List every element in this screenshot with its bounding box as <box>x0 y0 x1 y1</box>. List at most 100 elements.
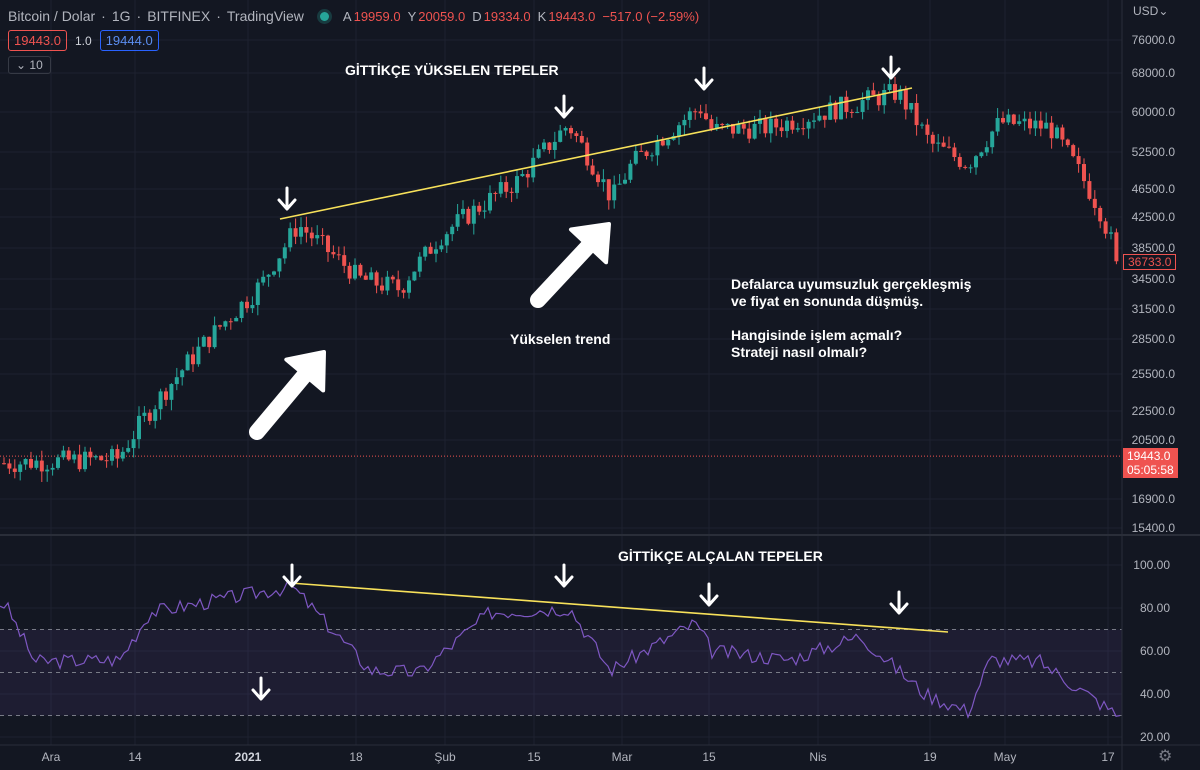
candle-body <box>774 118 779 128</box>
candle-body <box>860 100 865 112</box>
arrow-head <box>889 602 909 615</box>
ohlc-open-value: 19959.0 <box>353 8 401 24</box>
candle-body <box>488 192 492 211</box>
candle-body <box>12 468 17 472</box>
time-tick-label: 2021 <box>235 750 262 764</box>
candle-body <box>1103 221 1108 234</box>
candle-body <box>585 142 590 166</box>
candle-body <box>617 183 622 185</box>
ohlc-low-value: 19334.0 <box>483 8 531 24</box>
candle-body <box>1060 127 1065 140</box>
candle-body <box>1087 181 1092 199</box>
candle-body <box>255 282 260 306</box>
candle-body <box>687 111 692 120</box>
candle-body <box>731 123 735 134</box>
ohlc-close-key: K <box>537 8 547 24</box>
note-line: Strateji nasıl olmalı? <box>731 344 868 360</box>
candle-body <box>2 463 6 465</box>
indicator-toggle[interactable]: ⌄ 10 <box>8 56 51 74</box>
arrow-head <box>694 78 714 91</box>
candle-body <box>596 174 600 183</box>
time-tick-label: May <box>994 750 1017 764</box>
rsi-line <box>0 579 1121 719</box>
candle-body <box>455 214 460 227</box>
candle-body <box>396 279 401 291</box>
rising-peaks-trendline <box>279 87 913 220</box>
candle-body <box>747 128 752 139</box>
candle-body <box>61 450 66 458</box>
candle-body <box>590 165 595 175</box>
candle-body <box>871 90 876 95</box>
candle-body <box>1055 127 1059 139</box>
candle-body <box>239 301 244 318</box>
candle-body <box>839 96 843 120</box>
price-tick-label: 38500.0 <box>1132 241 1176 255</box>
currency-dropdown[interactable]: USD⌄ <box>1133 4 1168 18</box>
candle-body <box>768 118 773 134</box>
price-tick-label: 20500.0 <box>1132 433 1176 447</box>
candle-body <box>93 456 98 458</box>
candle-body <box>903 89 908 110</box>
candle-body <box>941 142 946 147</box>
candle-body <box>752 123 757 139</box>
candle-body <box>266 274 271 277</box>
candle-body <box>401 290 406 293</box>
down-arrow-icon <box>881 55 901 80</box>
ohlc-close-value: 19443.0 <box>548 8 596 24</box>
interval[interactable]: 1G <box>111 8 131 24</box>
candle-body <box>666 139 671 146</box>
candle-body <box>1033 120 1038 129</box>
candle-body <box>180 370 185 378</box>
symbol-name[interactable]: Bitcoin / Dolar <box>8 8 96 24</box>
gear-icon[interactable]: ⚙ <box>1158 748 1173 765</box>
candle-body <box>887 84 892 90</box>
candle-body <box>612 184 617 201</box>
candle-body <box>99 456 104 461</box>
candle-body <box>558 130 563 142</box>
candle-body <box>342 255 347 266</box>
candle-body <box>363 275 368 280</box>
candle-body <box>606 179 611 201</box>
price-tick-label: 68000.0 <box>1132 66 1176 80</box>
candle-body <box>1038 120 1043 129</box>
buy-button[interactable]: 19444.0 <box>99 30 159 51</box>
candle-body <box>207 336 212 348</box>
note-line: ve fiyat en sonunda düşmüş. <box>731 293 924 309</box>
candle-body <box>693 111 698 113</box>
candle-body <box>779 127 784 132</box>
candle-body <box>315 235 320 239</box>
sell-button[interactable]: 19443.0 <box>8 30 67 51</box>
trend-arrows <box>249 222 611 440</box>
arrow-head <box>282 575 302 588</box>
candle-body <box>417 256 422 272</box>
candle-body <box>520 173 525 177</box>
note-line: Hangisinde işlem açmalı? <box>731 327 903 343</box>
candle-body <box>979 152 984 157</box>
candle-body <box>385 276 390 291</box>
time-tick-label: 15 <box>702 750 716 764</box>
candle-body <box>331 252 336 255</box>
candle-body <box>444 234 449 246</box>
chevron-down-icon: ⌄ <box>1158 4 1169 18</box>
arrow-head <box>881 67 901 80</box>
candle-body <box>131 439 136 449</box>
candle-body <box>914 102 919 126</box>
down-arrow-icon <box>694 66 714 91</box>
candle-body <box>1017 121 1022 124</box>
candle-body <box>250 305 255 309</box>
down-arrow-icon <box>251 676 271 701</box>
candle-body <box>876 94 881 106</box>
candle-body <box>482 210 487 212</box>
candle-body <box>104 460 109 462</box>
candle-body <box>293 228 298 237</box>
candle-body <box>644 151 649 157</box>
down-arrow-icon <box>282 563 302 588</box>
candle-body <box>795 128 800 130</box>
ohlc-open-key: A <box>342 8 352 24</box>
price-tick-label: 28500.0 <box>1132 332 1176 346</box>
candle-body <box>212 325 217 348</box>
candle-body <box>218 325 222 327</box>
falling-peaks-title: GİTTİKÇE ALÇALAN TEPELER <box>618 548 823 564</box>
